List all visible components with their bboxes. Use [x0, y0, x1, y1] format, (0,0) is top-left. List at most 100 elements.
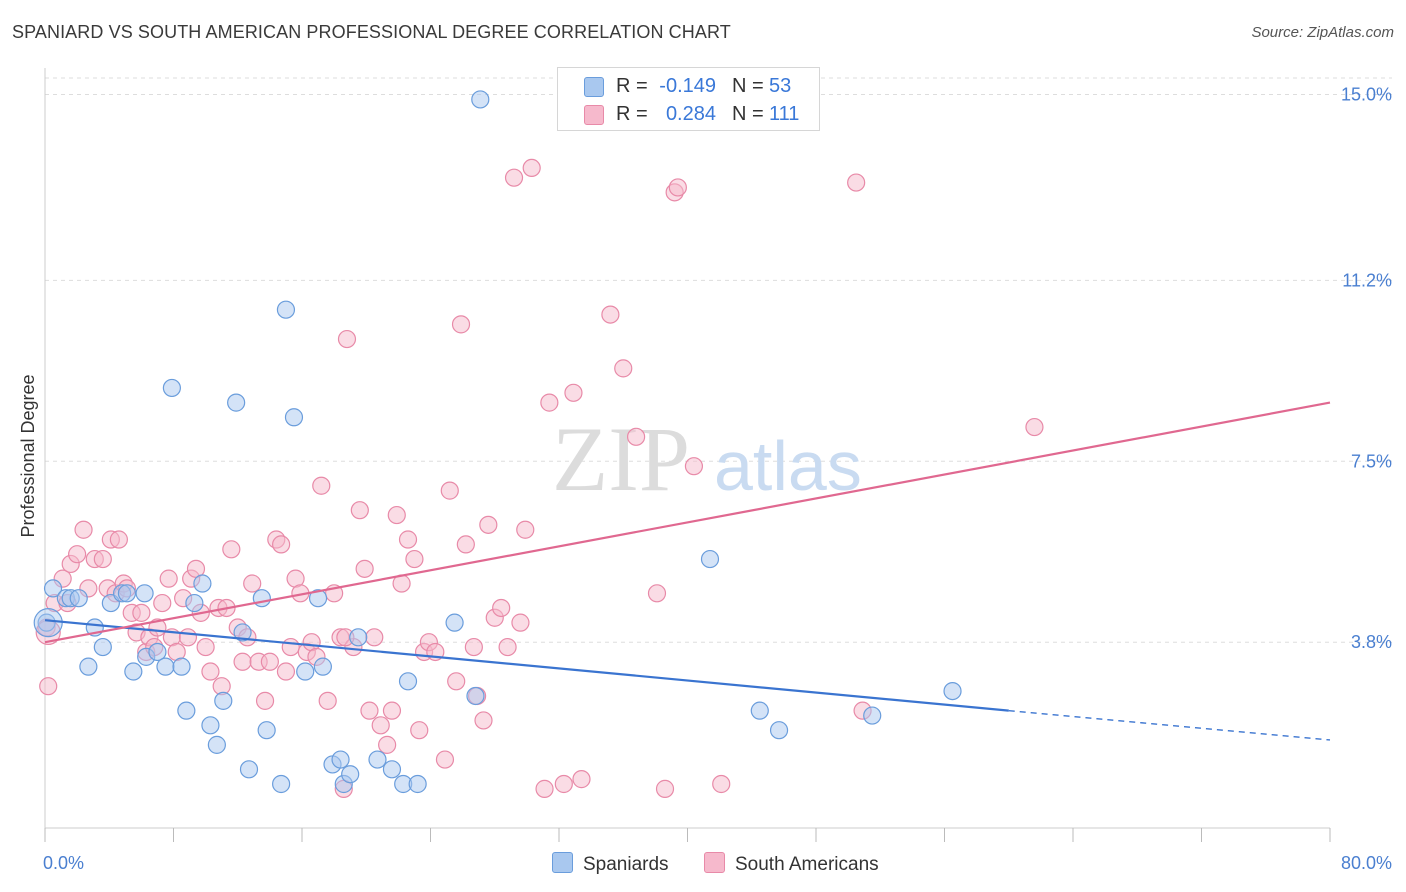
spaniard-point	[135, 584, 154, 603]
legend-r-label: R =	[616, 75, 648, 97]
spaniard-point	[93, 637, 112, 657]
bottom-legend-spaniards: Spaniards	[552, 852, 669, 876]
legend-n-value: 111	[769, 103, 800, 125]
spaniard-point	[276, 300, 296, 319]
south-american-point	[233, 652, 252, 671]
south-american-point	[387, 505, 406, 525]
south-american-point	[456, 535, 475, 554]
spaniard-point	[148, 642, 167, 662]
south-american-point	[572, 770, 591, 789]
south-american-point	[365, 628, 384, 647]
south-american-point	[492, 598, 511, 618]
legend-swatch-spaniards	[584, 77, 604, 97]
spaniard-point	[162, 378, 181, 398]
south-american-point	[350, 501, 369, 520]
south-american-point	[93, 549, 112, 569]
x-tick-label: 80.0%	[1341, 853, 1392, 873]
y-axis-label: Professional Degree	[18, 374, 38, 537]
spaniard-point	[331, 750, 350, 769]
south-american-point	[554, 774, 573, 794]
spaniard-point	[863, 706, 882, 725]
south-american-point	[626, 427, 646, 446]
south-american-point	[222, 540, 241, 559]
watermark-atlas: atlas	[714, 427, 862, 505]
south-american-point	[132, 603, 151, 622]
south-american-point	[847, 173, 866, 192]
spaniard-point	[408, 774, 427, 794]
south-american-point	[451, 315, 471, 334]
spaniard-point	[769, 721, 789, 740]
bottom-legend-label-spaniards: Spaniards	[583, 854, 669, 875]
spaniard-point	[313, 657, 332, 676]
south-american-point	[712, 774, 731, 794]
spaniard-point	[272, 774, 291, 794]
legend-n-label: N =	[732, 103, 764, 125]
south-american-point	[178, 628, 198, 647]
spaniard-point	[37, 613, 56, 632]
spaniard-point	[368, 750, 387, 769]
legend-r-label: R =	[616, 103, 648, 125]
south-american-point	[522, 158, 541, 178]
spaniard-point	[33, 608, 63, 638]
legend-r-value: -0.149	[659, 75, 716, 97]
y-tick-label: 7.5%	[1351, 451, 1392, 471]
south-american-point	[276, 662, 296, 681]
spaniard-point	[156, 657, 175, 676]
south-american-point	[655, 779, 675, 798]
south-american-point	[39, 677, 58, 696]
south-american-point	[410, 721, 429, 740]
south-american-point	[535, 779, 554, 798]
spaniard-point	[341, 765, 360, 784]
legend-r-value: 0.284	[665, 103, 716, 125]
spaniard-point	[124, 662, 143, 681]
spaniard-point	[43, 579, 63, 598]
spaniard-point	[284, 408, 304, 427]
spaniard-point	[257, 721, 276, 740]
south-american-point	[540, 393, 559, 412]
legend-swatch-south-americans	[584, 105, 604, 125]
legend-n-label: N =	[732, 75, 764, 97]
south-american-point	[272, 535, 291, 554]
spaniard-point	[700, 549, 720, 569]
south-american-point	[498, 637, 517, 657]
spaniard-point	[382, 760, 402, 779]
spaniard-point	[214, 691, 233, 710]
south-american-point	[440, 481, 459, 500]
bottom-legend-label-south-americans: South Americans	[735, 854, 879, 875]
watermark-zip: ZIP	[552, 408, 690, 510]
spaniard-point	[233, 623, 252, 642]
south-american-point	[564, 383, 583, 402]
south-american-point	[601, 305, 620, 324]
south-american-point	[378, 735, 397, 754]
spaniard-point	[117, 584, 137, 603]
spaniard-point	[207, 735, 226, 754]
spaniard-point	[296, 662, 315, 681]
source-credit: Source: ZipAtlas.com	[1251, 24, 1394, 41]
south-american-point	[281, 637, 300, 657]
south-american-point	[398, 530, 418, 549]
spaniard-point	[308, 589, 328, 608]
bottom-legend-south-americans: South Americans	[704, 852, 879, 876]
axes	[44, 68, 1331, 842]
south-americans-trend-line	[44, 401, 1331, 644]
south-american-point	[153, 593, 172, 613]
spaniard-point	[227, 393, 246, 412]
south-american-point	[405, 549, 424, 569]
bottom-legend-swatch-south-americans	[704, 852, 725, 873]
south-american-point	[196, 637, 215, 657]
bottom-legend-swatch-spaniards	[552, 852, 573, 873]
legend-row-spaniards: R = -0.149 N = 53	[558, 73, 819, 101]
tick-labels: 3.8% 7.5% 11.2% 15.0% 0.0% 80.0%	[43, 85, 1392, 873]
south-american-point	[668, 178, 687, 197]
spaniard-point	[943, 681, 962, 701]
south-american-point	[201, 662, 220, 681]
south-american-point	[355, 559, 374, 578]
watermark: ZIP atlas	[552, 408, 862, 510]
south-american-point	[511, 613, 530, 632]
spaniard-point	[750, 701, 769, 720]
chart-title: SPANIARD VS SOUTH AMERICAN PROFESSIONAL …	[12, 22, 731, 42]
south-american-point	[504, 168, 524, 187]
spaniard-point	[193, 574, 212, 593]
spaniard-point	[349, 628, 368, 647]
